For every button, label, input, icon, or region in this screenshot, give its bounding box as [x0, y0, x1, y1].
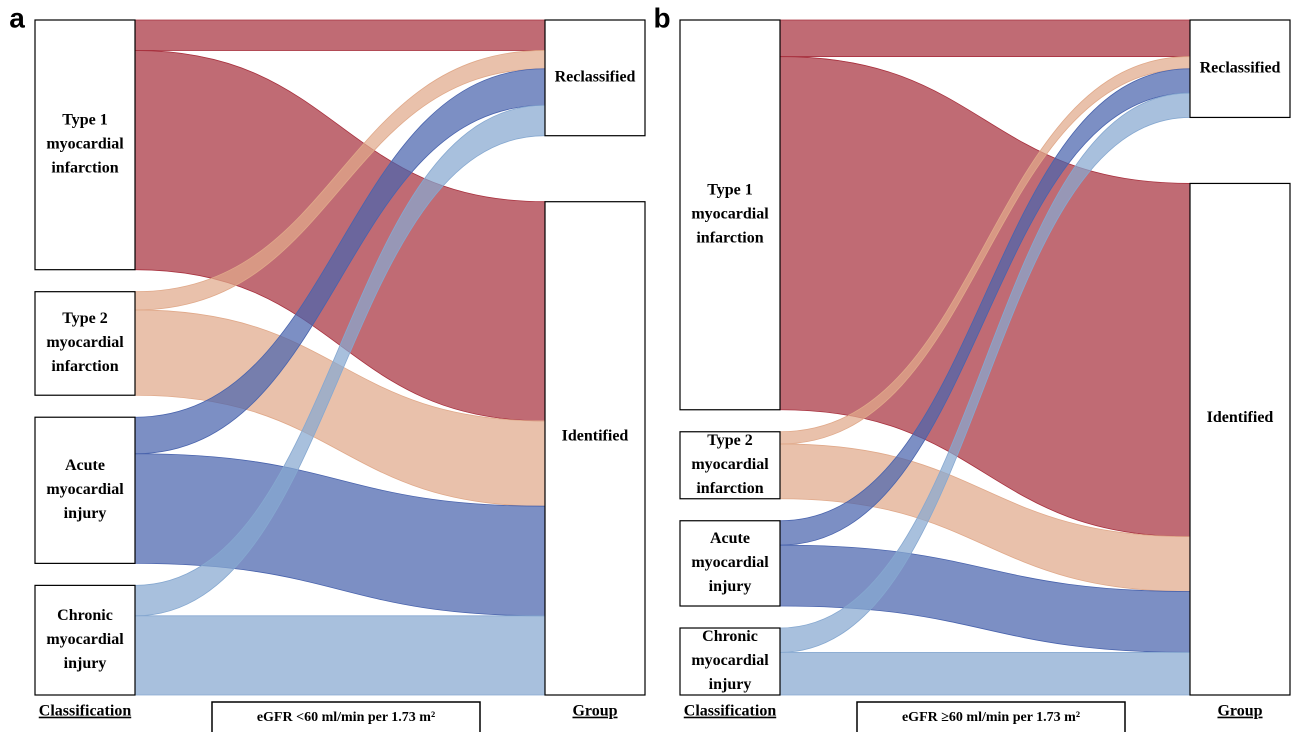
node-label: Chronic: [702, 628, 758, 645]
node-label: infarction: [696, 480, 763, 497]
node-label: Type 2: [707, 432, 752, 449]
flow: [779, 651, 1191, 696]
flow: [134, 615, 546, 696]
node-label: Type 1: [707, 182, 752, 199]
caption: eGFR <60 ml/min per 1.73 m²: [257, 710, 435, 725]
node-label: Chronic: [57, 607, 113, 624]
caption-box: [856, 701, 1126, 732]
node-label: infarction: [696, 230, 763, 247]
axis-title: Classification: [684, 703, 777, 720]
flow: [134, 19, 546, 51]
node-label: injury: [709, 578, 752, 595]
node-label: myocardial: [691, 554, 769, 571]
axis-title: Group: [1217, 703, 1262, 720]
node-label: Acute: [710, 530, 750, 547]
node-label: Identified: [562, 427, 629, 444]
node-label: myocardial: [46, 136, 124, 153]
node-label: myocardial: [691, 652, 769, 669]
node-label: Type 2: [62, 310, 107, 327]
axis-title: Group: [572, 703, 617, 720]
node: [679, 520, 781, 607]
node-label: myocardial: [691, 206, 769, 223]
flow: [779, 19, 1191, 57]
node: [679, 627, 781, 696]
node: [34, 19, 136, 271]
node: [1189, 19, 1291, 119]
node-label: infarction: [51, 358, 118, 375]
node-label: injury: [64, 505, 107, 522]
node-label: myocardial: [46, 334, 124, 351]
node: [679, 19, 781, 411]
caption: eGFR ≥60 ml/min per 1.73 m²: [902, 710, 1080, 725]
node-label: myocardial: [46, 631, 124, 648]
node-label: myocardial: [46, 481, 124, 498]
node-label: Identified: [1207, 409, 1274, 426]
panel-letter: a: [9, 2, 25, 33]
node-label: Type 1: [62, 112, 107, 129]
panel-letter: b: [653, 2, 670, 33]
node: [544, 19, 646, 137]
node-label: injury: [709, 676, 752, 693]
node: [544, 201, 646, 696]
node: [34, 291, 136, 396]
node: [1189, 182, 1291, 696]
node: [679, 431, 781, 500]
node-label: injury: [64, 655, 107, 672]
node-label: infarction: [51, 160, 118, 177]
node-label: Reclassified: [555, 69, 636, 86]
node: [34, 584, 136, 696]
caption-box: [211, 701, 481, 732]
node-label: myocardial: [691, 456, 769, 473]
node-label: Reclassified: [1200, 59, 1281, 76]
axis-title: Classification: [39, 703, 132, 720]
node: [34, 416, 136, 564]
node-label: Acute: [65, 457, 105, 474]
